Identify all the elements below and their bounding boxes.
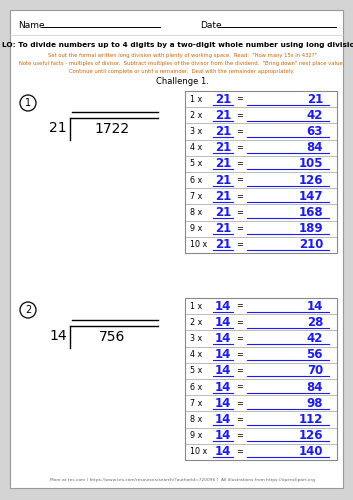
Text: 10 x: 10 x (190, 240, 207, 250)
Text: Continue until complete or until a remainder.  Deal with the remainder appropria: Continue until complete or until a remai… (70, 68, 295, 73)
Text: 28: 28 (307, 316, 323, 329)
Text: 8 x: 8 x (190, 208, 202, 217)
Text: 1722: 1722 (95, 122, 130, 136)
Text: 5 x: 5 x (190, 160, 202, 168)
Text: 14: 14 (215, 364, 231, 378)
FancyBboxPatch shape (185, 91, 337, 253)
Text: =: = (237, 448, 243, 456)
Text: =: = (237, 208, 243, 217)
Text: 3 x: 3 x (190, 334, 202, 343)
Text: 168: 168 (298, 206, 323, 219)
Text: =: = (237, 143, 243, 152)
Text: 14: 14 (215, 429, 231, 442)
Text: 6 x: 6 x (190, 176, 202, 184)
Text: 2 x: 2 x (190, 318, 202, 327)
Text: =: = (237, 302, 243, 310)
Text: 1 x: 1 x (190, 302, 202, 310)
Text: =: = (237, 176, 243, 184)
Text: 1 x: 1 x (190, 94, 202, 104)
Text: =: = (237, 160, 243, 168)
Text: 70: 70 (307, 364, 323, 378)
Text: 210: 210 (299, 238, 323, 252)
Text: 21: 21 (215, 92, 231, 106)
Text: 1: 1 (25, 98, 31, 108)
Text: 105: 105 (299, 158, 323, 170)
Text: 140: 140 (299, 446, 323, 458)
Text: =: = (237, 350, 243, 359)
Text: =: = (237, 415, 243, 424)
Text: 21: 21 (215, 222, 231, 235)
Text: 9 x: 9 x (190, 224, 202, 233)
Text: =: = (237, 334, 243, 343)
Text: 14: 14 (215, 300, 231, 312)
Text: 14: 14 (215, 413, 231, 426)
Text: 21: 21 (215, 190, 231, 203)
Text: 189: 189 (298, 222, 323, 235)
Text: 756: 756 (99, 330, 125, 344)
Text: 7 x: 7 x (190, 399, 202, 408)
Text: 2: 2 (25, 305, 31, 315)
Text: =: = (237, 192, 243, 201)
Text: 14: 14 (307, 300, 323, 312)
Text: Set out the formal written long division with plenty of working space.  Read:  ": Set out the formal written long division… (48, 52, 316, 58)
Text: 63: 63 (307, 125, 323, 138)
Text: More at tes.com ( https://www.tes.com/resources/search/?authorId=720096 )  All i: More at tes.com ( https://www.tes.com/re… (49, 478, 315, 482)
Text: Name: Name (18, 22, 44, 30)
Text: Note useful facts - multiples of divisor.  Subtract multiples of the divisor fro: Note useful facts - multiples of divisor… (19, 60, 345, 66)
Text: 8 x: 8 x (190, 415, 202, 424)
Text: 21: 21 (215, 158, 231, 170)
Text: 84: 84 (306, 141, 323, 154)
Text: LO: To divide numbers up to 4 digits by a two-digit whole number using long divi: LO: To divide numbers up to 4 digits by … (2, 42, 353, 48)
Text: 4 x: 4 x (190, 350, 202, 359)
Text: 10 x: 10 x (190, 448, 207, 456)
Text: 21: 21 (215, 238, 231, 252)
Text: 21: 21 (215, 141, 231, 154)
Text: 56: 56 (306, 348, 323, 361)
Text: 112: 112 (299, 413, 323, 426)
Text: 21: 21 (49, 121, 67, 135)
Text: 84: 84 (306, 380, 323, 394)
Text: =: = (237, 366, 243, 376)
Text: 21: 21 (215, 206, 231, 219)
Text: =: = (237, 111, 243, 120)
Text: 14: 14 (215, 446, 231, 458)
Text: 21: 21 (215, 174, 231, 186)
Text: 21: 21 (215, 125, 231, 138)
Text: 5 x: 5 x (190, 366, 202, 376)
Text: 14: 14 (215, 332, 231, 345)
Circle shape (20, 302, 36, 318)
Text: 7 x: 7 x (190, 192, 202, 201)
Text: 6 x: 6 x (190, 382, 202, 392)
Text: 147: 147 (299, 190, 323, 203)
Text: 4 x: 4 x (190, 143, 202, 152)
Text: =: = (237, 224, 243, 233)
Text: 42: 42 (307, 109, 323, 122)
Text: 3 x: 3 x (190, 127, 202, 136)
Text: =: = (237, 127, 243, 136)
Text: 98: 98 (306, 397, 323, 410)
Text: 21: 21 (215, 109, 231, 122)
Text: Date: Date (200, 22, 222, 30)
Text: 14: 14 (215, 397, 231, 410)
FancyBboxPatch shape (10, 10, 343, 488)
Text: 9 x: 9 x (190, 431, 202, 440)
Text: =: = (237, 382, 243, 392)
Circle shape (20, 95, 36, 111)
FancyBboxPatch shape (185, 298, 337, 460)
Text: 14: 14 (49, 329, 67, 343)
Text: 14: 14 (215, 348, 231, 361)
Text: =: = (237, 318, 243, 327)
Text: =: = (237, 94, 243, 104)
Text: 126: 126 (299, 429, 323, 442)
Text: 126: 126 (299, 174, 323, 186)
Text: 21: 21 (307, 92, 323, 106)
Text: 14: 14 (215, 380, 231, 394)
Text: =: = (237, 431, 243, 440)
Text: =: = (237, 240, 243, 250)
Text: Challenge 1.: Challenge 1. (156, 78, 208, 86)
Text: 14: 14 (215, 316, 231, 329)
Text: 42: 42 (307, 332, 323, 345)
Text: 2 x: 2 x (190, 111, 202, 120)
Text: =: = (237, 399, 243, 408)
